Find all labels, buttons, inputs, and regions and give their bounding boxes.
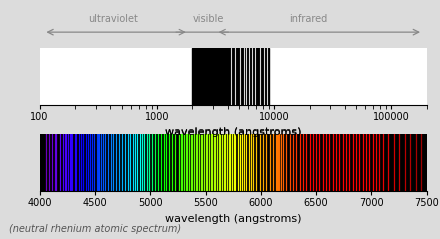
Text: wavelength (angstroms): wavelength (angstroms) [165,127,301,137]
Text: visible: visible [192,14,224,24]
Text: (neutral rhenium atomic spectrum): (neutral rhenium atomic spectrum) [9,224,181,234]
X-axis label: wavelength (angstroms): wavelength (angstroms) [165,128,301,138]
Text: ultraviolet: ultraviolet [88,14,138,24]
Bar [192,48,269,105]
X-axis label: wavelength (angstroms): wavelength (angstroms) [165,214,301,224]
Text: infrared: infrared [290,14,328,24]
